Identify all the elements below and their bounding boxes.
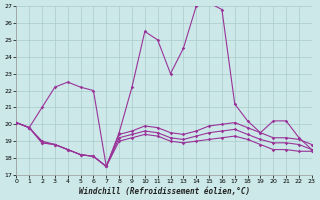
X-axis label: Windchill (Refroidissement éolien,°C): Windchill (Refroidissement éolien,°C) (78, 187, 250, 196)
